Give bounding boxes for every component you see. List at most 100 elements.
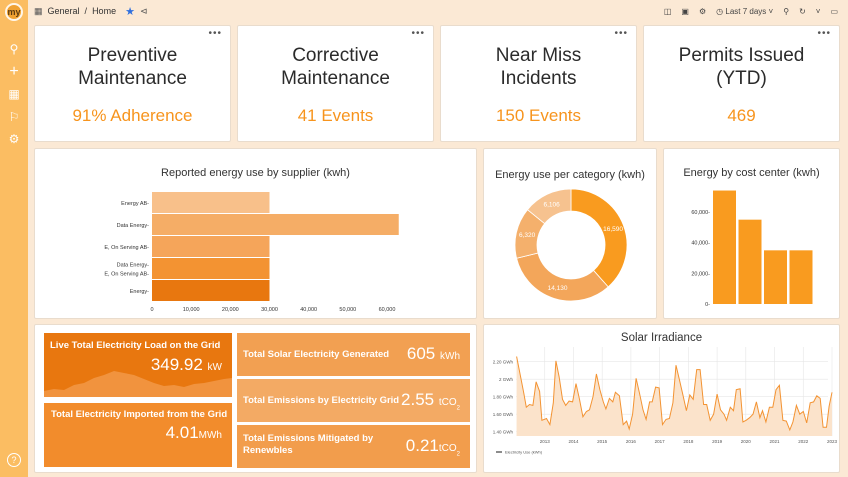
tile-value: 4.01 [165,423,199,442]
bar-2 [764,250,787,304]
x-tick-label: 60,000 [379,307,396,313]
bar-1 [738,219,762,304]
panel-menu-icon[interactable]: ••• [817,28,831,39]
tile-unit-sub: 2 [456,405,460,412]
panel-menu-icon[interactable]: ••• [411,28,425,39]
category-label: Data Energy- [117,263,150,269]
slice-label: 6,106 [544,201,561,208]
cost-center-panel: Energy by cost center (kwh) 0- 20,000- 40,… [663,148,840,319]
panel-menu-icon[interactable]: ••• [208,28,222,39]
kpi-title: Corrective Maintenance [281,45,390,89]
x-tick-label: 2021 [770,439,781,444]
x-tick-label: 2018 [683,439,694,444]
kpi-value: 41 Events [297,106,374,125]
y-tick-label: 1.60 GWh [493,412,514,417]
zoom-out-icon[interactable]: ⚲ [783,6,790,16]
star-icon[interactable]: ★ [125,5,135,18]
bar-3 [789,250,813,304]
tile-unit: kWh [440,351,460,362]
tv-mode-icon[interactable]: ▭ [830,6,838,16]
add-panel-icon[interactable]: ◫ [663,6,672,16]
tile-title: Live Total Electricity Load on the Grid [50,340,221,351]
supplier-energy-panel: Reported energy use by supplier (kwh) En… [34,148,477,319]
x-tick-label: 30,000 [261,307,278,313]
breadcrumb-general[interactable]: General [47,6,80,16]
breadcrumb-separator: / [84,6,88,16]
solar-irradiance-chart: 1.40 GWh 1.60 GWh 1.80 GWh 2 GWh 2.20 GWh 201… [493,347,838,455]
tile-title: Total Emissions by Electricity Grid [243,395,400,406]
dashboards-icon[interactable]: ▦ [8,87,20,101]
tile-title: Total Solar Electricity Generated [243,349,390,360]
clock-icon: ◷ [716,6,724,16]
area-fill [516,356,832,436]
category-label: Energy AB- [121,201,149,207]
cost-center-bar-chart: 0- 20,000- 40,000- 60,000- [691,190,813,308]
chart-title: Energy use per category (kwh) [495,169,645,181]
category-label: E, On Serving AB- [104,272,149,278]
gear-icon[interactable]: ⚙ [8,132,20,146]
settings-icon[interactable]: ⚙ [698,6,707,16]
live-load-sparkline [44,371,232,397]
help-icon[interactable]: ? [7,453,21,467]
bar-2 [152,236,270,257]
electricity-stats-panel: Live Total Electricity Load on the Grid … [34,324,477,473]
legend-label: Electricity Use (kWh) [505,450,543,455]
mitigated-emissions-tile: Total Emissions Mitigated by Renewbles 0… [237,425,470,468]
x-tick-label: 0 [150,307,153,313]
category-label: E, On Serving AB- [104,245,149,251]
y-tick-label: 0- [705,302,710,308]
time-picker[interactable]: ◷ Last 7 days ˅ [716,6,774,16]
panel-menu-icon[interactable]: ••• [614,28,628,39]
tile-unit: MWh [198,430,222,441]
category-label: Energy- [130,289,149,295]
x-tick-label: 2014 [568,439,579,444]
x-tick-label: 2016 [626,439,637,444]
plus-icon[interactable]: + [9,63,19,80]
x-tick-label: 50,000 [339,307,356,313]
y-tick-label: 40,000- [691,241,710,247]
kpi-near-miss-incidents: ••• Near Miss Incidents 150 Events [440,25,637,142]
chart-title: Solar Irradiance [620,332,703,344]
search-icon[interactable]: ⚲ [9,42,19,56]
imported-tile: Total Electricity Imported from the Grid… [44,403,232,467]
bar-0 [152,192,270,213]
top-bar: ▦ General / Home ★ ⊲ ◫ ▣ ⚙ ◷ Last 7 days… [28,0,848,22]
tile-value: 605 [406,344,436,363]
chevron-down-icon[interactable]: ˅ [815,6,821,16]
bar-1 [152,214,399,235]
tile-unit: tCO [438,443,457,454]
kpi-value: 91% Adherence [72,106,193,125]
donut-slice-3 [526,188,572,225]
kpi-permits-issued: ••• Permits Issued (YTD) 469 [643,25,840,142]
alert-bell-icon[interactable]: ⚐ [8,110,20,124]
breadcrumb: ▦ General / Home ★ ⊲ [34,5,148,18]
y-tick-label: 2 GWh [499,377,514,382]
tile-value: 349.92 [150,355,203,374]
x-tick-label: 2015 [597,439,608,444]
tile-value: 0.21 [405,436,439,455]
kpi-preventive-maintenance: ••• Preventive Maintenance 91% Adherence [34,25,231,142]
save-icon[interactable]: ▣ [681,6,689,16]
slice-label: 6,320 [519,232,536,239]
solar-generated-tile: Total Solar Electricity Generated 605 kW… [237,333,470,376]
tile-unit: tCO [438,397,457,408]
share-icon[interactable]: ⊲ [139,5,148,16]
category-energy-panel: Energy use per category (kwh) 16,590 14,1… [483,148,657,319]
supplier-bar-chart: Energy AB- Data Energy- E, On Serving AB- D… [104,192,399,313]
grid-emissions-tile: Total Emissions by Electricity Grid 2.55… [237,379,470,422]
x-tick-label: 2023 [827,439,838,444]
kpi-title: Near Miss Incidents [495,45,582,89]
breadcrumb-home[interactable]: Home [92,6,117,16]
x-tick-label: 40,000 [300,307,317,313]
x-tick-label: 2017 [655,439,666,444]
bar-0 [713,190,736,304]
refresh-icon[interactable]: ↻ [799,6,806,16]
kpi-value: 150 Events [495,106,582,125]
y-tick-label: 20,000- [691,271,710,277]
donut-slice-1 [516,252,609,302]
app-logo[interactable]: my [5,3,23,21]
x-tick-label: 2022 [798,439,809,444]
slice-label: 16,590 [603,226,623,233]
y-tick-label: 2.20 GWh [493,360,514,365]
x-tick-label: 2013 [540,439,551,444]
